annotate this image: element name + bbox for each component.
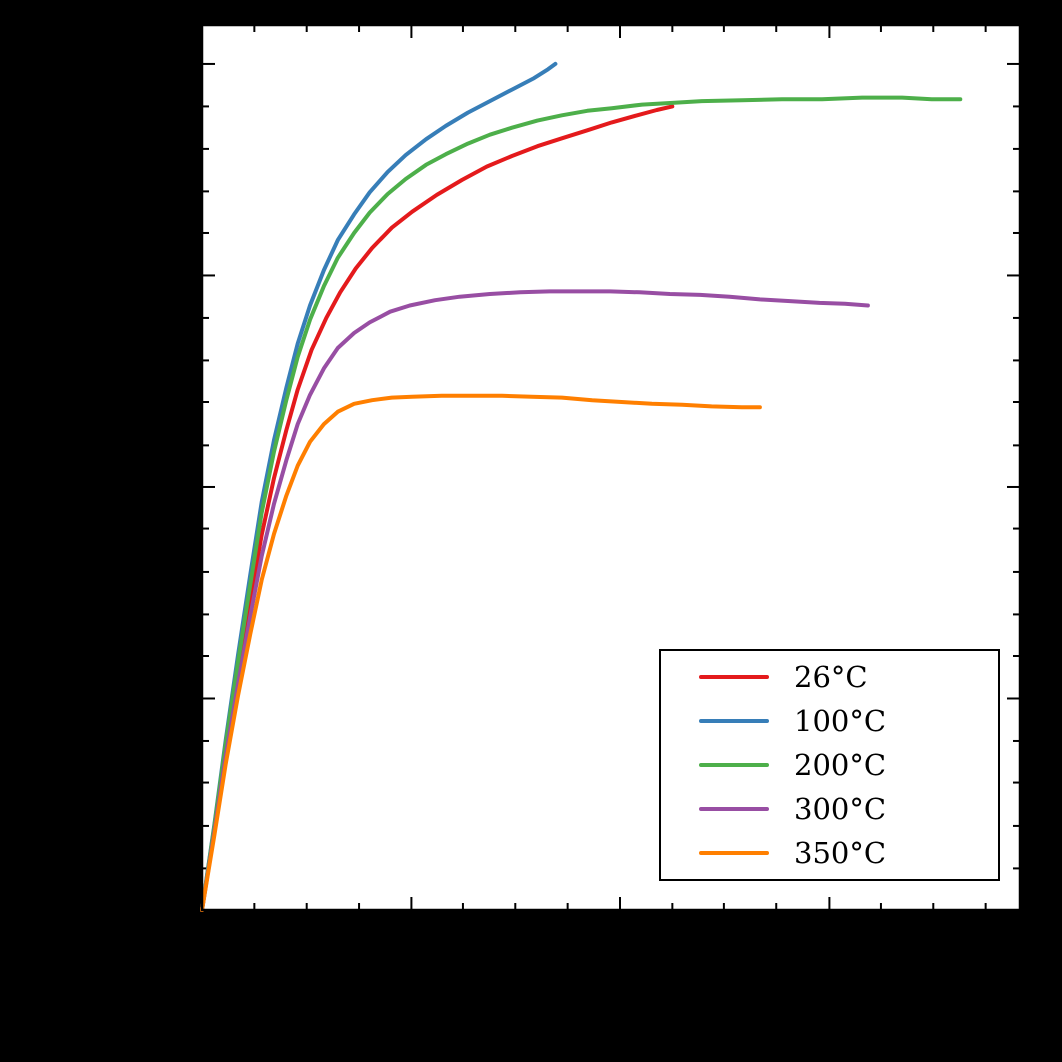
legend-item: 100°C — [661, 699, 998, 743]
legend-line-swatch — [699, 807, 769, 811]
legend-label: 300°C — [794, 791, 887, 826]
legend-line-swatch — [699, 675, 769, 679]
series-line-4 — [200, 393, 762, 912]
series-line-0 — [200, 104, 675, 912]
legend: 26°C 100°C 200°C 300°C 350°C — [659, 649, 1000, 881]
legend-line-swatch — [699, 763, 769, 767]
legend-label: 350°C — [794, 835, 887, 870]
series-line-3 — [200, 289, 870, 912]
series-line-2 — [200, 95, 963, 912]
legend-label: 26°C — [794, 659, 868, 694]
legend-line-swatch — [699, 719, 769, 723]
axes-frame — [200, 23, 1022, 912]
legend-item: 300°C — [661, 787, 998, 831]
legend-item: 26°C — [661, 655, 998, 699]
legend-item: 350°C — [661, 831, 998, 875]
legend-line-swatch — [699, 851, 769, 855]
legend-label: 200°C — [794, 747, 887, 782]
legend-item: 200°C — [661, 743, 998, 787]
legend-label: 100°C — [794, 703, 887, 738]
